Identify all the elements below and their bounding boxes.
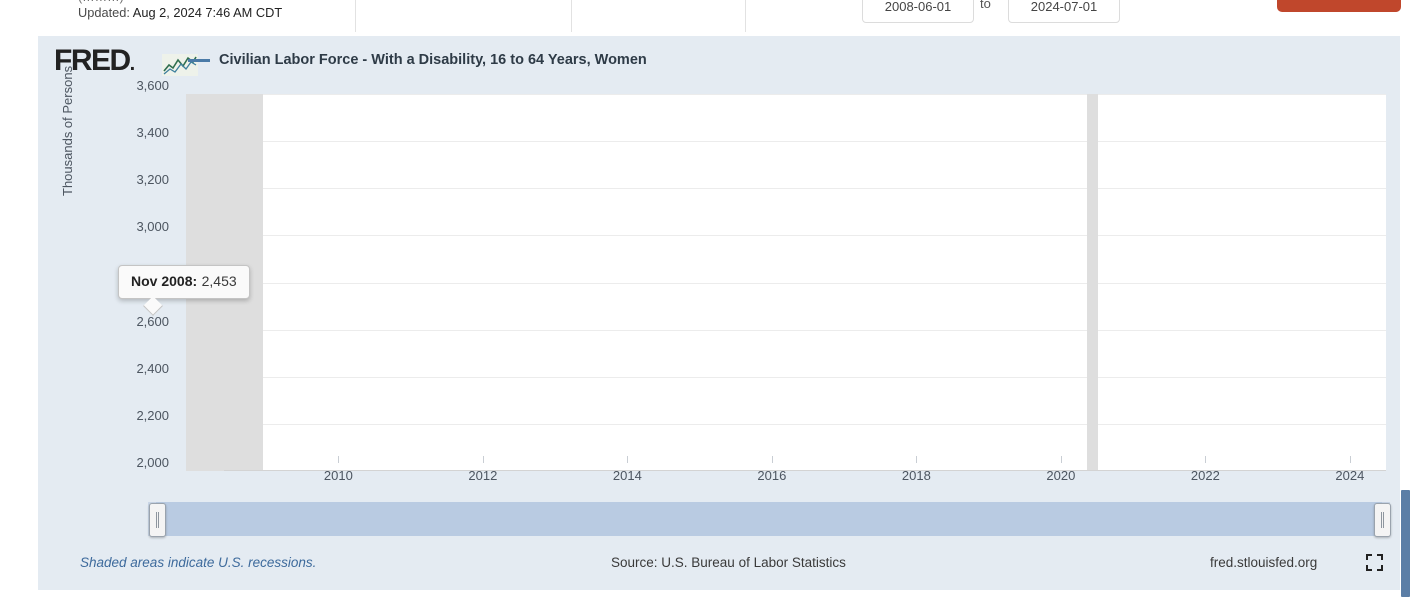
- x-axis-tick-mark: [771, 456, 773, 463]
- x-axis-tick-mark: [482, 456, 484, 463]
- x-axis-tick-mark: [338, 456, 340, 463]
- x-axis-tick-label: 2024: [1335, 468, 1365, 483]
- top-toolbar: (………) Updated: Aug 2, 2024 7:46 AM CDT 2…: [0, 0, 1410, 32]
- range-slider-minimap: [148, 502, 1390, 536]
- y-axis-tick-text: 3,400: [136, 125, 169, 141]
- date-range-separator: to: [980, 0, 991, 11]
- fred-wordmark-dot: .: [129, 53, 136, 75]
- y-axis-tick-text: 3,600: [136, 78, 169, 93]
- fred-chart-panel: FRED. Civilian Labor Force - With a Disa…: [38, 36, 1400, 590]
- gridline: [224, 282, 1386, 284]
- tooltip-value: 2,453: [201, 273, 237, 289]
- x-axis-tick-label: 2016: [757, 468, 787, 483]
- gridline: [224, 235, 1386, 237]
- range-slider-selection[interactable]: [156, 502, 1382, 536]
- x-axis-tick-mark: [1205, 456, 1207, 463]
- updated-cutoff-text: (………): [78, 0, 408, 4]
- y-axis-tick-text: 2,600: [136, 313, 169, 329]
- chart-legend[interactable]: Civilian Labor Force - With a Disability…: [188, 52, 647, 68]
- fred-url: fred.stlouisfed.org: [1210, 555, 1318, 570]
- recession-note: Shaded areas indicate U.S. recessions.: [80, 555, 317, 570]
- tooltip-date: Nov 2008:: [131, 273, 198, 289]
- x-axis-tick-mark: [1060, 456, 1062, 463]
- x-axis-tick-label: 2012: [468, 468, 498, 483]
- x-axis-tick-mark: [1349, 456, 1351, 463]
- x-axis-tick-label: 2022: [1190, 468, 1220, 483]
- recession-band-2020: [1087, 94, 1098, 471]
- x-axis-tick-label: 2018: [901, 468, 931, 483]
- primary-action-button[interactable]: [1277, 0, 1401, 12]
- date-to-input[interactable]: 2024-07-01: [1008, 0, 1120, 23]
- gridline: [224, 423, 1386, 425]
- x-axis-tick-label: 2020: [1046, 468, 1076, 483]
- y-axis-tick-text: 2,400: [136, 360, 169, 376]
- y-axis-tick-text: 3,200: [136, 172, 169, 188]
- data-point-tooltip: Nov 2008: 2,453: [118, 265, 250, 299]
- legend-series-label: Civilian Labor Force - With a Disability…: [219, 52, 647, 68]
- toolbar-divider: [355, 0, 356, 32]
- range-slider-handle-right[interactable]: [1374, 503, 1391, 537]
- gridline: [224, 376, 1386, 378]
- source-note: Source: U.S. Bureau of Labor Statistics: [611, 555, 846, 570]
- fullscreen-icon[interactable]: [1366, 554, 1383, 571]
- gridline: [224, 141, 1386, 143]
- x-axis-tick-mark: [627, 456, 629, 463]
- gridline: [224, 188, 1386, 190]
- date-from-value: 2008-06-01: [884, 0, 952, 14]
- x-axis-tick-label: 2010: [323, 468, 353, 483]
- legend-color-swatch: [188, 58, 210, 62]
- page-scrollbar-thumb[interactable]: [1401, 490, 1410, 597]
- y-axis-tick-text: 2,000: [136, 455, 169, 470]
- updated-timestamp: Updated: Aug 2, 2024 7:46 AM CDT: [78, 5, 408, 20]
- gridline: [224, 329, 1386, 331]
- x-axis-tick-label: 2014: [612, 468, 642, 483]
- x-axis-baseline: [224, 470, 1386, 471]
- y-axis-tick-text: 3,000: [136, 219, 169, 235]
- y-axis-tick-text: 2,200: [136, 407, 169, 423]
- range-slider[interactable]: [148, 502, 1391, 537]
- x-axis-tick-mark: [916, 456, 918, 463]
- gridline: [224, 94, 1386, 95]
- date-from-input[interactable]: 2008-06-01: [862, 0, 974, 23]
- updated-value: Aug 2, 2024 7:46 AM CDT: [132, 5, 283, 20]
- date-to-value: 2024-07-01: [1030, 0, 1098, 14]
- updated-label: Updated:: [78, 5, 130, 20]
- updated-info: (………) Updated: Aug 2, 2024 7:46 AM CDT: [78, 0, 408, 20]
- range-slider-handle-left[interactable]: [149, 503, 166, 537]
- toolbar-divider: [745, 0, 746, 32]
- toolbar-divider: [571, 0, 572, 32]
- fred-wordmark: FRED: [54, 44, 131, 77]
